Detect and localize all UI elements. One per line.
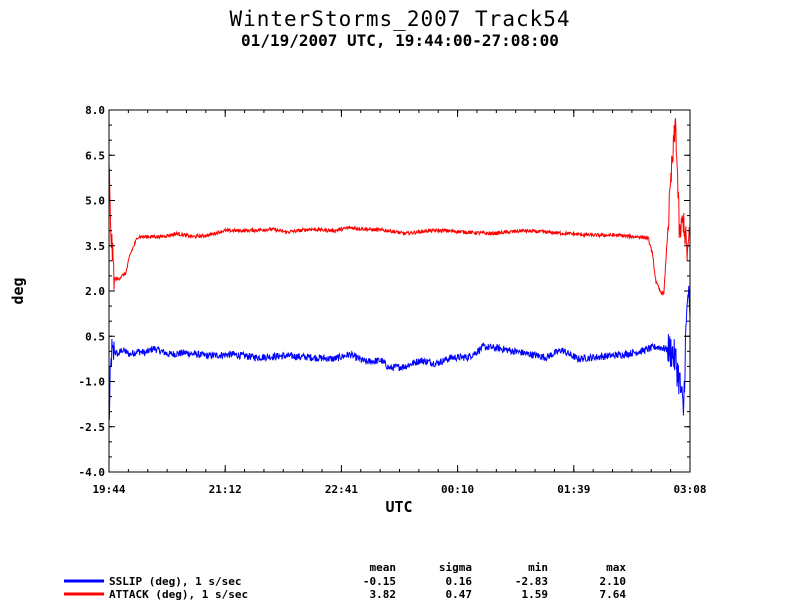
chart-title: WinterStorms_2007 Track54: [229, 7, 570, 31]
y-tick-label: 5.0: [85, 195, 105, 208]
x-tick-label: 22:41: [325, 483, 358, 496]
legend-stat-value: 2.10: [600, 575, 627, 588]
chart-subtitle: 01/19/2007 UTC, 19:44:00-27:08:00: [241, 31, 559, 50]
y-tick-label: -1.0: [79, 376, 106, 389]
y-tick-label: -4.0: [79, 466, 106, 479]
legend-stat-value: -0.15: [363, 575, 396, 588]
x-tick-label: 03:08: [673, 483, 706, 496]
x-tick-label: 21:12: [209, 483, 242, 496]
stats-header-min: min: [528, 561, 548, 574]
axes: 8.0 6.5 5.0 3.5 2.0 0.5 -1.0 -2.5 -4.0 19:44 21:12…: [79, 104, 707, 496]
x-tick-label: 00:10: [441, 483, 474, 496]
legend-stat-value: 0.47: [446, 588, 473, 601]
y-tick-label: 2.0: [85, 285, 105, 298]
series-line-sslip: [108, 285, 691, 421]
stats-header-mean: mean: [370, 561, 397, 574]
y-tick-label: 3.5: [85, 240, 105, 253]
x-axis-label: UTC: [385, 498, 412, 516]
legend-stat-value: -2.83: [515, 575, 548, 588]
y-tick-label: -2.5: [79, 421, 106, 434]
x-tick-label: 01:39: [557, 483, 590, 496]
x-tick-label: 19:44: [92, 483, 125, 496]
y-tick-label: 0.5: [85, 330, 105, 343]
stats-header-sigma: sigma: [439, 561, 472, 574]
plot-area: [108, 118, 691, 421]
y-tick-label: 8.0: [85, 104, 105, 117]
legend-label: ATTACK (deg), 1 s/sec: [109, 588, 248, 601]
y-axis-label: deg: [9, 277, 27, 304]
plot-frame: [108, 109, 691, 473]
legend-stat-value: 7.64: [600, 588, 627, 601]
legend-stat-value: 1.59: [522, 588, 549, 601]
series-line-attack: [108, 118, 691, 296]
legend-stat-value: 0.16: [446, 575, 473, 588]
legend: mean sigma min max SSLIP (deg), 1 s/sec -0.15…: [64, 561, 626, 601]
legend-label: SSLIP (deg), 1 s/sec: [109, 575, 241, 588]
stats-header-max: max: [606, 561, 626, 574]
legend-stat-value: 3.82: [370, 588, 397, 601]
y-tick-label: 6.5: [85, 149, 105, 162]
